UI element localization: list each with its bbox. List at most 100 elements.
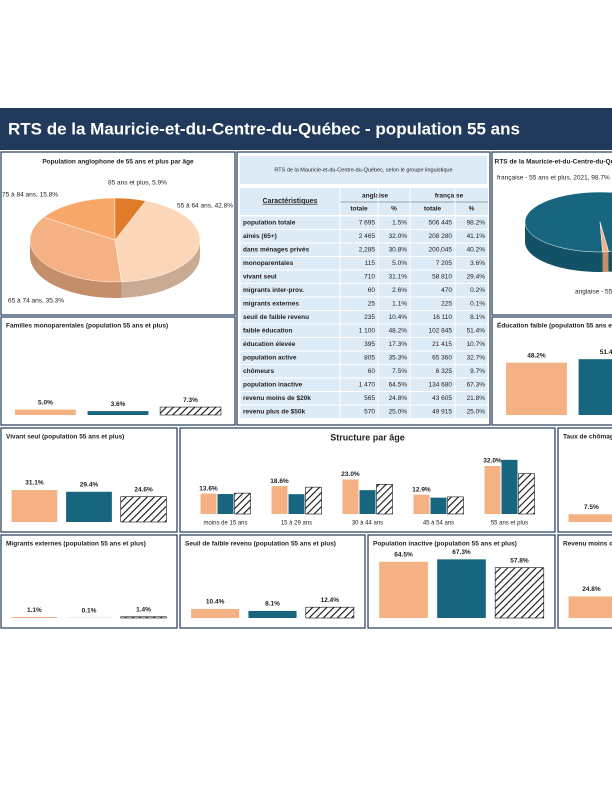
bar (568, 514, 612, 522)
table-cell: 5.0% (392, 260, 407, 267)
table-cell: 710 (364, 273, 375, 280)
table-cell: 51.4% (467, 327, 486, 334)
table-cell: revenu moins de $20k (243, 395, 311, 402)
value-label: 1.4% (136, 606, 151, 613)
bar (248, 610, 297, 618)
table-cell: 208 280 (429, 233, 453, 240)
table-cell: dans ménages privés (243, 246, 309, 253)
page-title: RTS de la Mauricie-et-du-Centre-du-Québe… (8, 119, 520, 138)
table-cell: 48.2% (389, 327, 408, 334)
value-label: 24.8% (582, 586, 601, 593)
table-cell: chômeurs (243, 368, 274, 375)
pie-slice (114, 200, 201, 283)
chart-title: Familles monoparentales (population 55 a… (6, 323, 168, 330)
chart-title: Structure par âge (330, 432, 405, 442)
slice-label: anglaise - 55 ans et plus, 2021, 1.3% (575, 289, 612, 296)
bar (379, 561, 428, 618)
bar (484, 466, 501, 514)
table-cell: 2 465 (359, 233, 376, 240)
table-cell: 470 (441, 287, 452, 294)
table-cell: 565 (364, 395, 375, 402)
table-cell: 43 605 (432, 395, 452, 402)
table-cell: 1 100 (359, 327, 376, 334)
table-subheader: % (469, 206, 475, 213)
value-label: 64.5% (394, 552, 413, 559)
table-row-bg (239, 404, 489, 419)
table-cell: 41.1% (467, 233, 486, 240)
chart-title: Vivant seul (population 55 ans et plus) (6, 434, 124, 441)
bar (11, 617, 58, 618)
table-subheader: totale (424, 206, 442, 213)
x-tick-label: 15 à 29 ans (281, 521, 312, 527)
value-label: 24.6% (134, 486, 153, 493)
bar (11, 490, 58, 522)
bar (568, 596, 612, 618)
bar (200, 493, 217, 514)
chart-title: Taux de chômage (population 55 ans et pl… (563, 434, 612, 441)
chart-title: Population inactive (population 55 ans e… (373, 541, 517, 548)
bar (518, 473, 535, 515)
bar (234, 492, 251, 515)
table-cell: 25.0% (389, 408, 408, 415)
value-label: 12.4% (321, 597, 340, 604)
table-cell: 31.1% (389, 273, 408, 280)
bar (359, 490, 376, 514)
table-title-bg (240, 156, 487, 184)
table-cell: 7 695 (359, 219, 376, 226)
value-label: 51.4% (600, 349, 612, 356)
bar (87, 411, 149, 415)
table-cell: 21 415 (432, 341, 452, 348)
table-header: Caractéristiques (263, 198, 318, 205)
table-cell: vivant seul (243, 273, 277, 280)
x-tick-label: 55 ans et plus (491, 521, 528, 527)
table-cell: 32.0% (389, 233, 408, 240)
bar (66, 491, 112, 522)
value-label: 5.0% (38, 399, 53, 406)
table-cell: seuil de faible revenu (243, 314, 309, 321)
panel (0, 534, 178, 629)
table-cell: aînés (65+) (243, 233, 277, 240)
value-label: 8.1% (265, 601, 280, 608)
table-cell: 3.6% (470, 260, 485, 267)
table-cell: 8.1% (470, 314, 485, 321)
slice-label: 75 à 84 ans, 15.8% (2, 192, 58, 199)
table-cell: 10.7% (467, 341, 486, 348)
pie-slice (599, 221, 610, 253)
table-cell: 32.7% (467, 354, 486, 361)
table-title: RTS de la Mauricie-et-du-Centre-du-Québe… (274, 167, 452, 173)
table-cell: 2.6% (392, 287, 407, 294)
bar (494, 567, 545, 619)
table-cell: faible éducation (243, 327, 293, 334)
table-cell: population inactive (243, 381, 303, 388)
value-label: 1.1% (27, 607, 42, 614)
table-cell: 0.1% (470, 300, 485, 307)
table-cell: 49 915 (432, 408, 452, 415)
table-subheader: % (391, 206, 397, 213)
value-label: 12.9% (412, 486, 431, 493)
bar (305, 486, 322, 515)
value-label: 57.8% (510, 557, 529, 564)
table-cell: 115 (365, 260, 376, 267)
table-cell: 64.5% (389, 381, 408, 388)
table-cell: 30.8% (389, 246, 408, 253)
table-cell: 16 110 (433, 314, 453, 321)
bar (15, 409, 76, 415)
table-cell: 570 (364, 408, 375, 415)
table-cell: 225 (441, 300, 452, 307)
table-cell: 7.5% (392, 368, 407, 375)
table-cell: 235 (364, 314, 375, 321)
value-label: 18.6% (270, 478, 289, 485)
table-cell: migrants externes (243, 300, 299, 307)
pie-slice (114, 197, 147, 241)
table-cell: 395 (364, 341, 375, 348)
chart-title: RTS de la Mauricie-et-du-Centre-du-Québe… (495, 159, 612, 166)
table-cell: 1.1% (392, 300, 407, 307)
bar (430, 497, 447, 514)
table-cell: 65 360 (432, 354, 452, 361)
table-cell: 10.4% (389, 314, 408, 321)
value-label: 67.3% (452, 549, 471, 556)
table-header-bg (240, 188, 488, 215)
chart-title: Seuil de faible revenu (population 55 an… (185, 541, 336, 548)
table-cell: 2,285 (359, 246, 376, 253)
